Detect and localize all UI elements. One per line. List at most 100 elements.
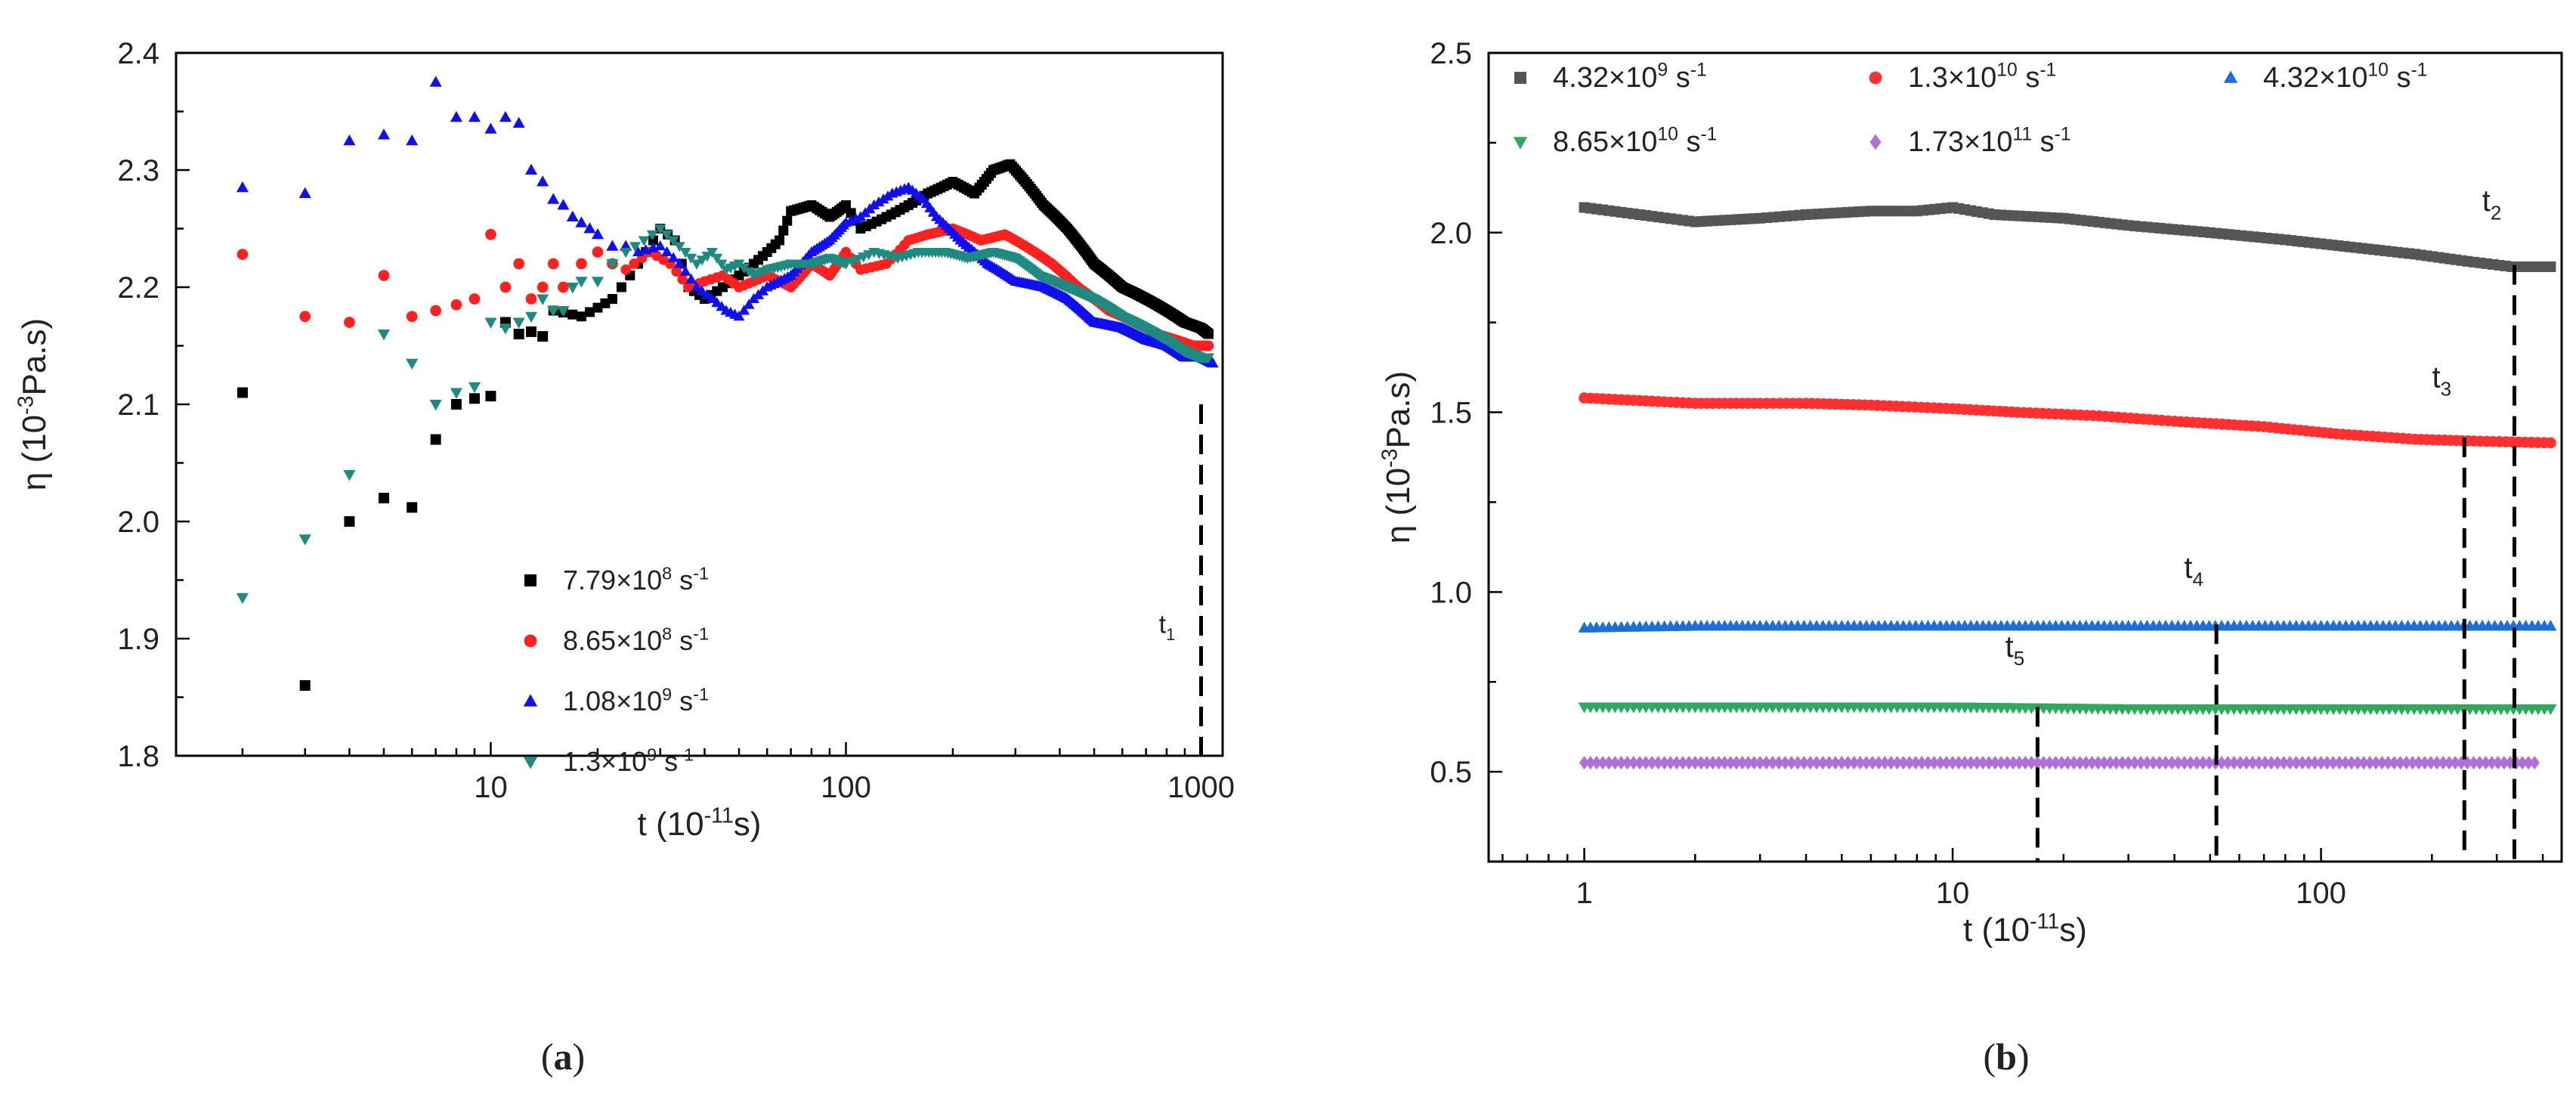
y-tick-label: 2.4 — [117, 37, 159, 70]
data-point — [620, 247, 632, 258]
data-point — [1836, 756, 1847, 770]
data-point — [782, 215, 793, 226]
data-point — [2135, 756, 2146, 770]
legend-marker — [1869, 71, 1882, 85]
data-point — [512, 116, 525, 128]
data-point — [430, 305, 441, 317]
data-point — [1867, 756, 1878, 770]
data-point — [2321, 756, 2333, 770]
data-point — [2253, 756, 2264, 770]
data-point — [378, 270, 390, 281]
y-tick-label: 2.3 — [117, 154, 159, 187]
data-point — [343, 470, 356, 481]
data-point — [1725, 756, 1736, 770]
data-point — [2166, 756, 2177, 770]
data-point — [2191, 756, 2202, 770]
data-point — [468, 110, 481, 122]
data-point — [1953, 756, 1964, 770]
data-point — [1996, 756, 2006, 770]
data-point — [2444, 756, 2454, 770]
data-point — [671, 266, 682, 277]
data-point — [525, 293, 537, 305]
data-point — [679, 265, 691, 276]
data-point — [1585, 756, 1596, 770]
data-point — [512, 317, 525, 329]
data-point — [2002, 756, 2012, 770]
data-point — [469, 293, 481, 305]
data-point — [606, 259, 619, 271]
data-point — [566, 210, 579, 221]
data-point — [1622, 756, 1633, 770]
data-point — [526, 326, 537, 337]
data-point — [2389, 756, 2400, 770]
data-point — [2203, 756, 2215, 770]
data-point — [1616, 756, 1627, 770]
x-axis-label: t (10-11s) — [1963, 909, 2087, 948]
data-point — [1879, 756, 1891, 770]
data-point — [1817, 756, 1829, 770]
plot-frame — [1487, 51, 2563, 863]
data-point — [679, 247, 691, 258]
data-point — [547, 306, 560, 317]
y-axis-label: η (10-3Pa.s) — [1378, 371, 1417, 543]
data-point — [547, 258, 559, 270]
panel-a-chart: 10 100 1000 1.8 1.9 2.0 2.1 2.2 2.3 2.4 t (10-11s)… — [14, 37, 1235, 1078]
data-point — [576, 311, 586, 322]
data-point — [591, 277, 604, 288]
data-point — [1780, 756, 1791, 770]
data-point — [513, 329, 524, 339]
x-tick-label: 100 — [821, 771, 871, 804]
data-point — [1898, 756, 1909, 770]
legend-entry-3: 4.32×1010 s-1 — [2223, 60, 2427, 94]
data-point — [2462, 756, 2473, 770]
data-point — [2123, 756, 2134, 770]
data-point — [646, 230, 658, 241]
data-point — [2334, 756, 2345, 770]
data-point — [1861, 756, 1872, 770]
data-point — [2487, 756, 2497, 770]
data-point — [537, 294, 549, 305]
data-point — [629, 242, 642, 252]
legend-marker — [1869, 134, 1882, 150]
data-point — [840, 200, 851, 210]
data-point — [1713, 756, 1724, 770]
data-point — [1941, 756, 1952, 770]
data-point — [706, 247, 718, 258]
x-tick-label: 10 — [1936, 877, 1970, 910]
legend-label: 4.32×1010 s-1 — [2263, 60, 2427, 94]
data-point — [592, 246, 604, 258]
data-point — [2395, 756, 2406, 770]
data-point — [1665, 756, 1676, 770]
data-point — [2086, 756, 2098, 770]
data-point — [733, 259, 745, 270]
data-point — [344, 317, 355, 328]
data-point — [606, 240, 619, 251]
data-point — [673, 242, 685, 252]
legend-label: 1.3×1010 s-1 — [1908, 60, 2056, 94]
data-point — [2216, 756, 2227, 770]
data-point — [685, 273, 697, 284]
data-point — [2383, 756, 2394, 770]
data-point — [406, 358, 419, 370]
data-point — [537, 175, 549, 187]
series-1 — [1579, 202, 2556, 272]
legend-marker — [524, 634, 537, 648]
data-point — [2020, 756, 2030, 770]
x-tick-label: 10 — [474, 771, 508, 804]
data-point — [2456, 756, 2466, 770]
data-point — [557, 306, 570, 317]
y-tick-label: 2.0 — [1430, 217, 1472, 250]
data-point — [648, 235, 658, 246]
x-axis-label: t (10-11s) — [638, 803, 762, 843]
data-point — [2259, 756, 2271, 770]
data-point — [584, 307, 595, 317]
y-tick-label: 2.0 — [117, 506, 159, 539]
legend-label: 8.65×1010 s-1 — [1553, 125, 1717, 158]
data-point — [701, 289, 713, 299]
series-4 — [236, 224, 1214, 605]
data-point — [1755, 756, 1765, 770]
data-point — [846, 208, 856, 218]
legend-label: 1.73×1011 s-1 — [1908, 125, 2071, 158]
data-point — [2129, 756, 2140, 770]
data-point — [1696, 756, 1706, 770]
